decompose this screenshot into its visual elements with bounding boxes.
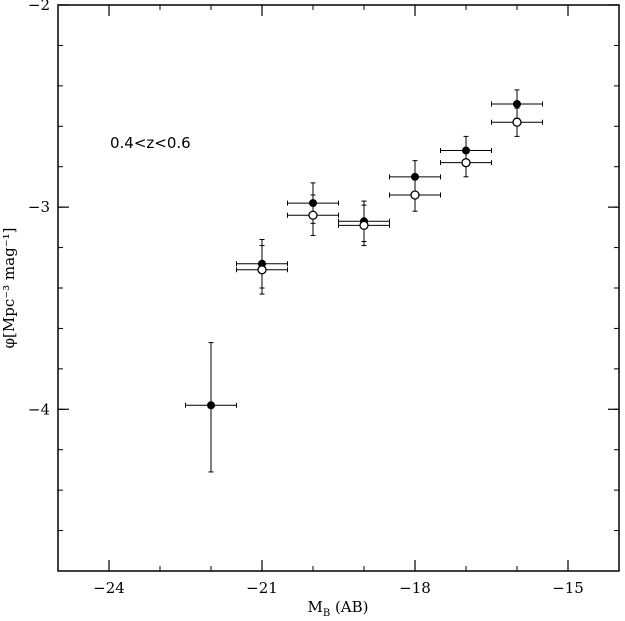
- x-tick-label: −15: [552, 579, 584, 597]
- data-point-filled: [513, 100, 521, 109]
- y-tick-label: −2: [28, 0, 50, 14]
- annotation-label: 0.4<z<0.6: [110, 134, 191, 152]
- y-tick-label: −3: [28, 198, 50, 216]
- data-point-open: [461, 158, 471, 168]
- x-axis-title-main: M: [307, 598, 322, 616]
- data-points: [185, 89, 543, 473]
- y-axis-title: φ[Mpc⁻³ mag⁻¹]: [0, 228, 18, 349]
- data-point-open: [308, 210, 318, 220]
- x-tick-label: −21: [246, 579, 278, 597]
- data-point-open: [512, 117, 522, 127]
- series-1: [185, 89, 543, 473]
- x-axis-title-sub: B: [323, 608, 330, 619]
- x-tick-label: −18: [399, 579, 431, 597]
- x-tick-label: −24: [93, 579, 125, 597]
- plot-frame: [57, 4, 620, 572]
- series-2: [236, 107, 543, 295]
- x-axis-title: MB (AB): [307, 598, 368, 619]
- x-tick-labels: −24 −21 −18 −15: [93, 579, 584, 597]
- y-tick-label: −4: [28, 400, 50, 418]
- data-point-open: [359, 220, 369, 230]
- y-tick-labels: −4 −3 −2: [28, 0, 50, 418]
- x-axis-title-rest: (AB): [330, 598, 368, 616]
- data-point-open: [257, 265, 267, 275]
- data-point-filled: [207, 401, 215, 410]
- data-point-open: [410, 190, 420, 200]
- axis-ticks: [57, 4, 620, 571]
